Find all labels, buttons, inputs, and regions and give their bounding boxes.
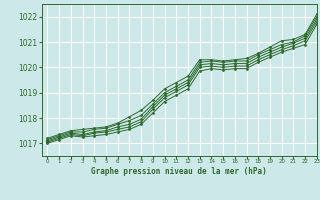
X-axis label: Graphe pression niveau de la mer (hPa): Graphe pression niveau de la mer (hPa) xyxy=(91,167,267,176)
